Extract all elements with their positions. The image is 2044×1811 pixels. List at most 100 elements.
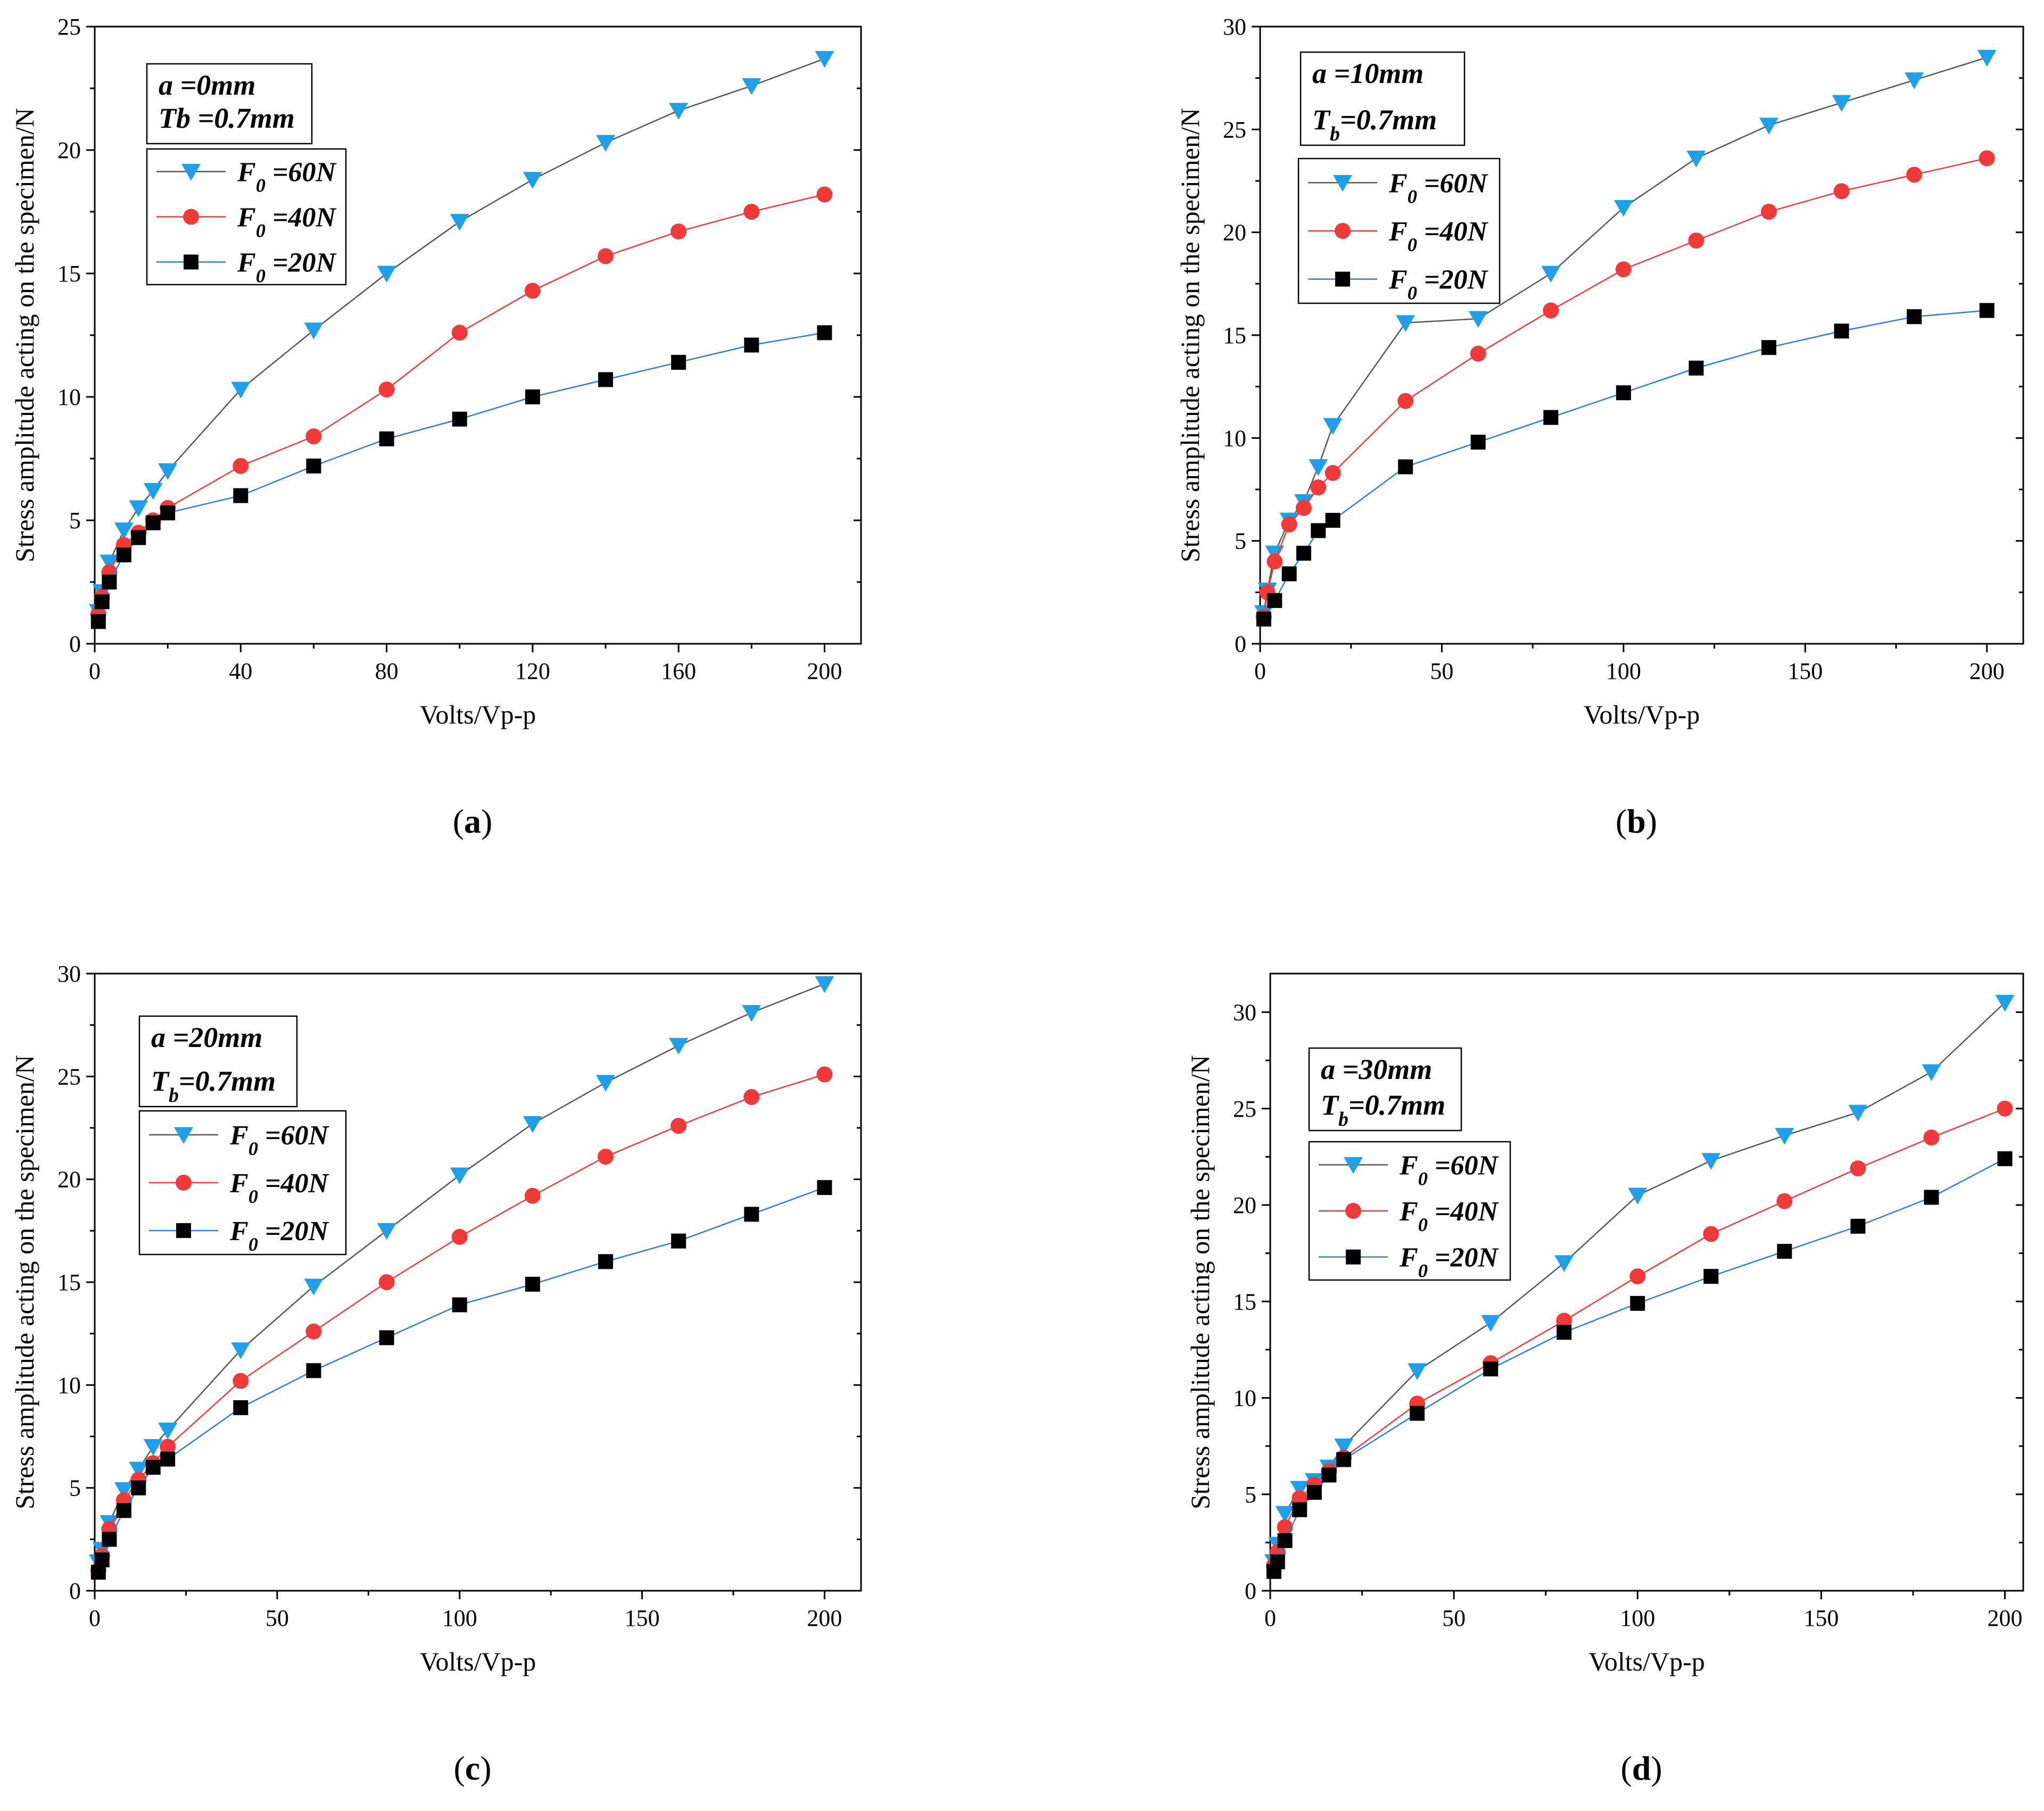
legend-label: F0 =20N	[1399, 1243, 1500, 1282]
marker-circle-2	[1267, 553, 1283, 570]
series-line	[97, 332, 825, 622]
plot-frame	[1269, 973, 2024, 1592]
x-tick-label: 200	[807, 658, 842, 684]
marker-triangle-3	[114, 1482, 134, 1499]
marker-circle-7	[233, 458, 249, 474]
marker-triangle-10	[1628, 1187, 1648, 1204]
marker-triangle-2	[1275, 1506, 1295, 1523]
legend-label: F0 =60N	[1388, 168, 1489, 207]
marker-square-4	[131, 530, 146, 545]
marker-triangle-5	[143, 483, 163, 500]
info-line-1: a =0mm	[159, 69, 255, 101]
x-tick-label: 0	[1254, 658, 1266, 684]
y-tick-label: 0	[1235, 631, 1246, 657]
x-tick-label: 40	[229, 658, 252, 684]
marker-circle-14	[1923, 1129, 1940, 1146]
marker-circle-8	[305, 428, 322, 445]
x-tick-label: 150	[625, 1605, 660, 1631]
x-tick-label: 80	[375, 658, 399, 684]
marker-triangle-3	[1290, 1481, 1310, 1498]
marker-triangle-4	[129, 500, 148, 517]
series-f020n	[90, 1180, 832, 1580]
marker-triangle-5	[143, 1439, 163, 1456]
marker-square-11	[525, 1276, 540, 1292]
marker-circle-9	[1556, 1312, 1573, 1329]
series-f020n	[1266, 1151, 2013, 1579]
marker-circle-legend	[1345, 1203, 1361, 1219]
marker-square-2	[1281, 566, 1297, 581]
marker-circle-6	[1325, 465, 1341, 481]
info-line-2: Tb=0.7mm	[1321, 1089, 1445, 1131]
info-box	[1308, 1047, 1462, 1132]
marker-triangle-12	[1759, 118, 1778, 135]
series-line	[1263, 157, 1987, 617]
series-line	[1273, 1158, 2006, 1572]
legend-label: F0 =20N	[1388, 265, 1489, 304]
series-f060n	[1254, 49, 1997, 622]
legend-label: F0 =40N	[237, 203, 337, 242]
marker-circle-14	[743, 204, 760, 220]
panel-label: (a)	[453, 802, 493, 840]
marker-square-3	[116, 1503, 131, 1518]
marker-square-12	[1834, 323, 1849, 339]
marker-circle-13	[1850, 1160, 1866, 1177]
marker-circle-15	[816, 1066, 833, 1083]
marker-square-7	[233, 1400, 249, 1415]
marker-triangle-14	[1922, 1064, 1941, 1081]
marker-circle-2	[1277, 1519, 1293, 1535]
marker-circle-7	[1397, 393, 1414, 409]
marker-square-6	[160, 1451, 176, 1467]
marker-triangle-13	[1832, 95, 1851, 112]
chart-panel-b: 0 50 100 150 200 0 5 10 15 20 25 30 Volts/Vp-p Stress…	[1175, 14, 2024, 840]
marker-square-14	[1979, 303, 1995, 318]
marker-square-3	[1296, 545, 1311, 561]
marker-triangle-5	[1309, 459, 1328, 476]
legend-entry: F0 =40N	[149, 1168, 330, 1207]
marker-square-7	[1470, 435, 1486, 450]
marker-triangle-14	[742, 78, 762, 95]
y-tick-label: 30	[1223, 14, 1246, 40]
series-f020n	[1256, 303, 1995, 627]
y-tick-label: 20	[1233, 1192, 1256, 1218]
x-axis-title: Volts/Vp-p	[1588, 1647, 1705, 1676]
legend-entry: F0 =20N	[1319, 1243, 1500, 1282]
y-tick-label: 20	[1223, 220, 1246, 246]
y-tick-label: 5	[69, 508, 81, 534]
y-axis-title: Stress amplitude acting on the specimen/…	[1175, 108, 1205, 562]
marker-square-7	[1410, 1406, 1425, 1421]
marker-triangle-15	[1977, 49, 1997, 67]
marker-square-6	[160, 505, 176, 521]
y-tick-label: 0	[69, 631, 81, 657]
marker-triangle-6	[1334, 1438, 1354, 1456]
marker-circle-8	[1470, 345, 1486, 362]
panel-label: (b)	[1616, 802, 1657, 840]
marker-triangle-8	[304, 322, 324, 339]
marker-square-legend	[1346, 1249, 1361, 1265]
marker-triangle-3	[114, 522, 134, 539]
marker-triangle-9	[1541, 265, 1561, 283]
marker-square-8	[1543, 410, 1559, 425]
x-tick-label: 0	[1264, 1605, 1276, 1631]
y-tick-label: 25	[1233, 1096, 1256, 1122]
marker-triangle-15	[1995, 994, 2015, 1012]
y-tick-label: 5	[1235, 528, 1246, 554]
marker-triangle-12	[596, 135, 615, 152]
marker-square-0	[90, 614, 106, 629]
y-tick-label: 25	[57, 1064, 81, 1090]
legend-label: F0 =40N	[1399, 1197, 1500, 1235]
marker-square-11	[1761, 340, 1776, 355]
marker-circle-3	[1281, 516, 1297, 533]
x-tick-label: 160	[661, 658, 696, 684]
marker-triangle-legend	[1344, 1157, 1363, 1174]
marker-square-legend	[1335, 271, 1350, 287]
marker-circle-legend	[183, 209, 199, 225]
marker-circle-9	[378, 1274, 395, 1290]
marker-circle-12	[1761, 204, 1777, 220]
marker-square-0	[1256, 611, 1271, 627]
marker-square-14	[744, 337, 759, 353]
marker-circle-14	[743, 1089, 760, 1105]
marker-triangle-9	[1554, 1255, 1574, 1272]
marker-square-12	[598, 372, 613, 387]
y-tick-label: 10	[57, 384, 81, 410]
